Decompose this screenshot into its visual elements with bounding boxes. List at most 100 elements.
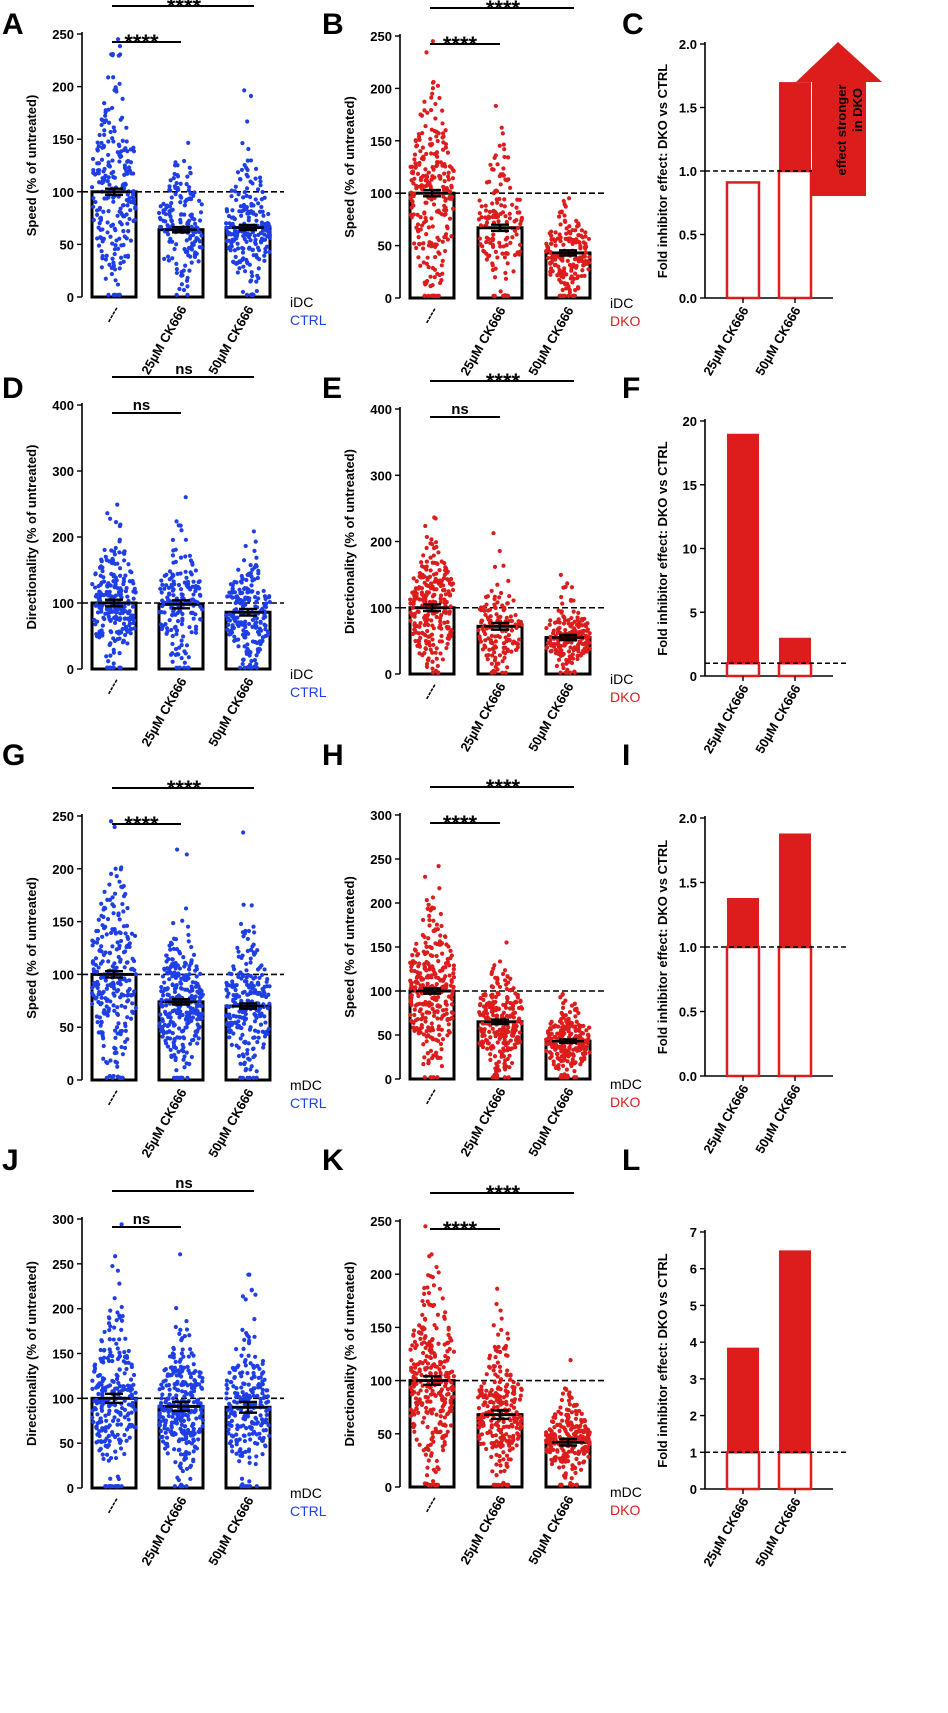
data-point bbox=[93, 603, 98, 608]
data-point bbox=[441, 134, 446, 139]
data-point bbox=[126, 165, 132, 170]
data-point bbox=[165, 966, 170, 971]
data-point bbox=[416, 641, 422, 647]
data-point bbox=[266, 992, 271, 997]
data-point bbox=[172, 1447, 177, 1452]
data-point bbox=[435, 663, 440, 669]
x-tick-label: ---- bbox=[101, 675, 123, 698]
data-point bbox=[127, 944, 132, 950]
data-point bbox=[184, 852, 189, 857]
data-point bbox=[240, 257, 245, 263]
data-point bbox=[118, 665, 123, 670]
data-point bbox=[426, 658, 431, 663]
y-tick-label: 250 bbox=[52, 1257, 74, 1272]
data-point bbox=[167, 1392, 172, 1397]
data-point bbox=[174, 270, 179, 276]
data-point bbox=[89, 991, 95, 996]
data-point bbox=[101, 145, 106, 150]
data-point bbox=[477, 636, 482, 642]
data-point bbox=[110, 241, 115, 246]
data-point bbox=[490, 242, 496, 247]
data-point bbox=[167, 618, 172, 623]
data-point bbox=[198, 1407, 203, 1412]
genotype-label: CTRL bbox=[290, 312, 327, 328]
data-point bbox=[122, 1371, 127, 1376]
data-point bbox=[418, 215, 423, 220]
data-point bbox=[105, 179, 110, 184]
data-point bbox=[117, 44, 123, 49]
data-point bbox=[166, 585, 172, 590]
data-point bbox=[507, 216, 512, 221]
data-point bbox=[162, 980, 167, 985]
data-point bbox=[434, 646, 439, 651]
data-point bbox=[236, 246, 241, 251]
data-point bbox=[106, 209, 111, 214]
data-point bbox=[162, 573, 167, 578]
data-point bbox=[246, 1041, 251, 1046]
data-point bbox=[438, 911, 443, 917]
data-point bbox=[259, 220, 265, 225]
data-point bbox=[174, 1393, 179, 1398]
data-point bbox=[233, 254, 238, 259]
data-point bbox=[191, 193, 196, 198]
data-point bbox=[582, 616, 587, 621]
x-tick-label: 50µM CK666 bbox=[205, 1086, 256, 1160]
arrow-text-line2: in DKO bbox=[850, 88, 865, 132]
data-point bbox=[112, 175, 117, 180]
y-tick-label: 150 bbox=[52, 1347, 74, 1362]
data-point bbox=[193, 1408, 198, 1413]
data-point bbox=[493, 249, 498, 254]
data-point bbox=[505, 601, 510, 606]
data-point bbox=[185, 284, 190, 289]
data-point bbox=[181, 158, 187, 164]
data-point bbox=[106, 120, 112, 125]
data-point bbox=[249, 658, 254, 664]
data-point bbox=[447, 592, 453, 597]
data-point bbox=[239, 167, 245, 173]
data-point bbox=[228, 631, 233, 636]
data-point bbox=[258, 620, 263, 625]
data-point bbox=[103, 1385, 108, 1390]
data-point bbox=[167, 591, 172, 596]
data-point bbox=[96, 161, 102, 166]
data-point bbox=[410, 631, 416, 637]
data-point bbox=[198, 593, 203, 598]
y-tick-label: 0 bbox=[385, 1072, 392, 1087]
data-point bbox=[240, 632, 246, 637]
data-point bbox=[440, 1037, 446, 1042]
significance-label: **** bbox=[443, 32, 478, 57]
data-point bbox=[412, 960, 418, 965]
data-point bbox=[165, 232, 171, 237]
data-point bbox=[548, 266, 554, 271]
data-point bbox=[493, 975, 498, 980]
data-point bbox=[116, 1021, 121, 1026]
data-point bbox=[229, 194, 234, 199]
data-point bbox=[194, 1416, 199, 1421]
data-point bbox=[505, 1056, 510, 1062]
data-point bbox=[444, 645, 449, 651]
data-point bbox=[266, 211, 271, 217]
data-point bbox=[250, 247, 255, 252]
y-tick-label: 150 bbox=[52, 915, 74, 930]
data-point bbox=[159, 578, 164, 583]
data-point bbox=[415, 212, 420, 217]
panel-letter: E bbox=[322, 372, 342, 405]
data-point bbox=[110, 136, 115, 141]
y-tick-label: 400 bbox=[52, 398, 74, 413]
data-point bbox=[125, 203, 130, 208]
data-point bbox=[98, 582, 103, 587]
data-point bbox=[237, 266, 242, 271]
data-point bbox=[484, 220, 490, 225]
data-point bbox=[509, 1060, 515, 1066]
data-point bbox=[548, 272, 553, 277]
data-point bbox=[183, 495, 188, 500]
data-point bbox=[503, 270, 508, 276]
data-point bbox=[188, 1347, 193, 1352]
data-point bbox=[547, 1033, 552, 1038]
data-point bbox=[107, 262, 112, 267]
data-point bbox=[173, 1460, 178, 1465]
y-tick-label: 0.0 bbox=[679, 1069, 697, 1084]
data-point bbox=[252, 930, 257, 935]
y-tick-label: 0 bbox=[690, 669, 697, 684]
y-tick-label: 100 bbox=[370, 984, 392, 999]
